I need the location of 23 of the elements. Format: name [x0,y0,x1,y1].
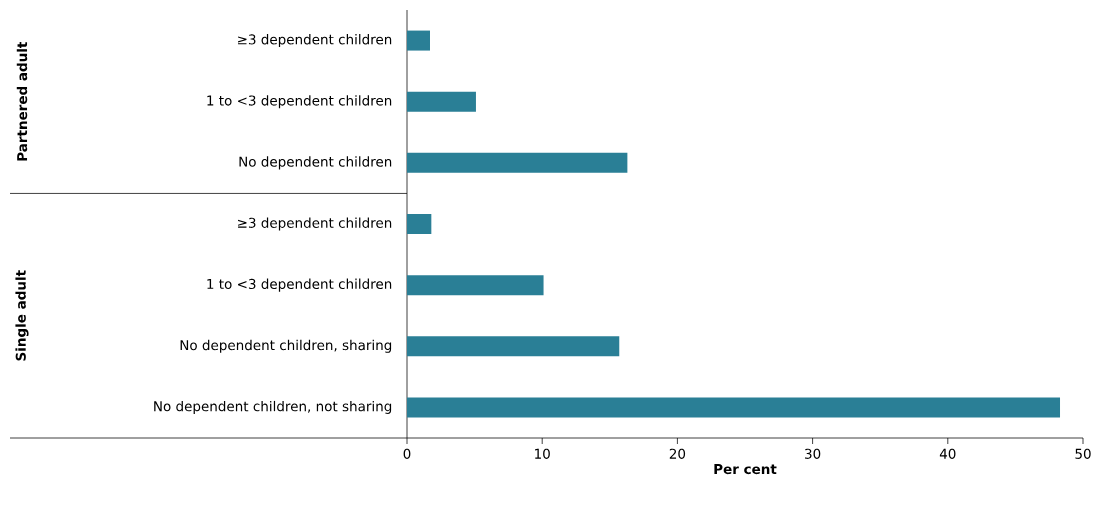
bar [407,336,620,357]
bar [407,30,430,51]
bar [407,152,628,173]
text: Partnered adult [16,41,28,161]
bar [407,91,476,112]
x-tick-label: 40 [939,448,956,459]
bar [407,275,544,296]
y-tick-label: No dependent children [239,156,392,170]
text: Single adult [15,270,29,361]
y-tick-label: ≥3 dependent children [238,34,392,48]
y-tick-label: ≥3 dependent children [238,217,392,231]
x-axis-title: Per cent [714,464,777,475]
x-tick-label: 30 [805,448,821,459]
y-tick-label: 1 to <3 dependent children [207,278,392,292]
y-tick-label: 1 to <3 dependent children [207,95,392,109]
x-tick-label: 20 [669,448,686,459]
x-tick-label: 10 [535,448,550,459]
y-tick-label: No dependent children, not sharing [154,400,392,414]
bar [407,397,1061,418]
x-tick-label: 0 [403,448,411,459]
x-tick-label: 50 [1075,448,1091,459]
bar [407,214,432,234]
y-tick-label: No dependent children, sharing [180,339,392,353]
